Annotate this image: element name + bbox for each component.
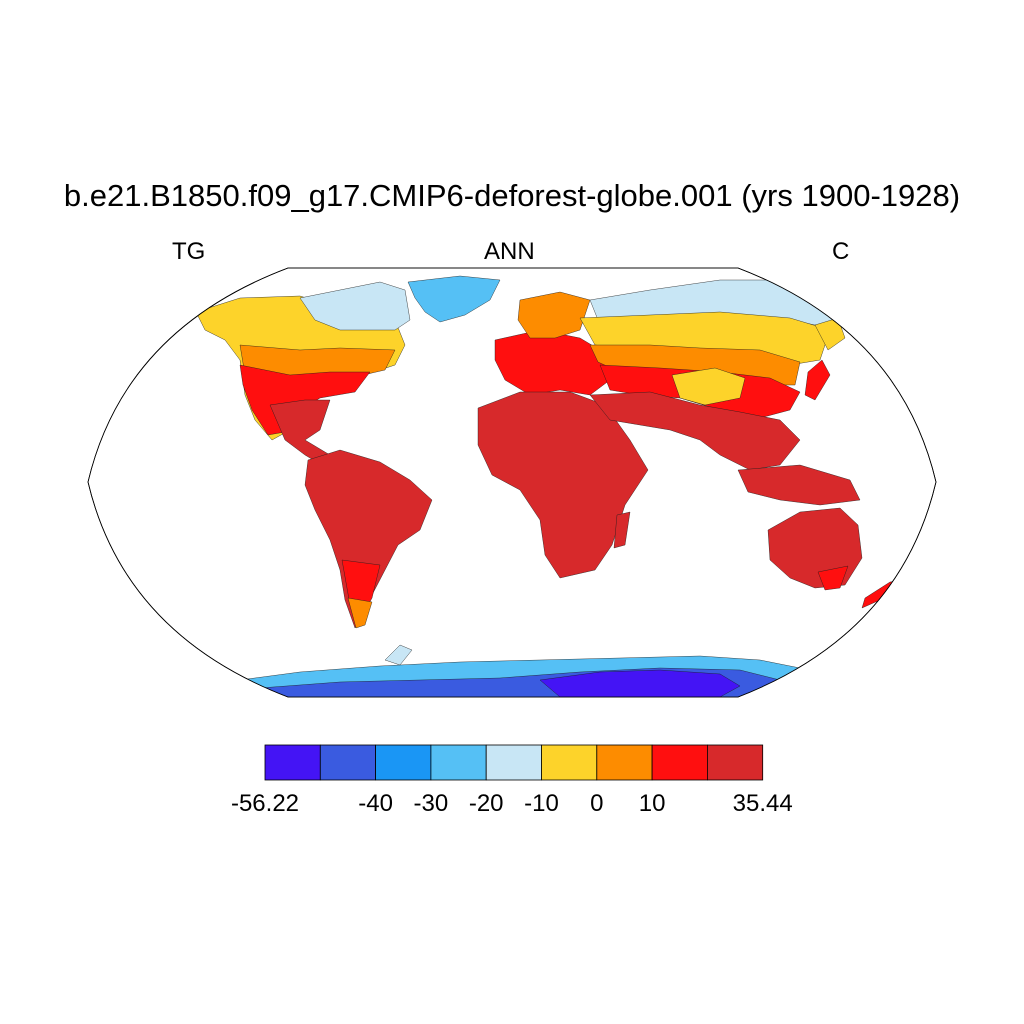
colorbar-box xyxy=(651,744,708,781)
colorbar-box xyxy=(319,744,376,781)
colorbar-label: 35.44 xyxy=(733,790,793,817)
africa xyxy=(477,391,649,579)
land-layer xyxy=(195,275,903,697)
colorbar-label: -40 xyxy=(358,790,393,817)
colorbar-box xyxy=(430,744,487,781)
greenland xyxy=(407,275,501,323)
tibet-plateau xyxy=(671,367,746,406)
scandinavia xyxy=(517,291,591,339)
patagonia xyxy=(347,597,373,629)
japan xyxy=(804,359,831,401)
antarctic-peninsula xyxy=(384,644,413,666)
colorbar-label: -10 xyxy=(524,790,559,817)
colorbar-box xyxy=(541,744,598,781)
season-label: ANN xyxy=(484,238,535,265)
antarctica-core xyxy=(539,669,741,697)
units-label: C xyxy=(832,238,850,265)
plot-title: b.e21.B1850.f09_g17.CMIP6-deforest-globe… xyxy=(63,178,961,213)
colorbar-label: -20 xyxy=(469,790,504,817)
colorbar-label: 10 xyxy=(639,790,666,817)
colorbar-box xyxy=(485,744,542,781)
colorbar-box xyxy=(596,744,653,781)
variable-label: TG xyxy=(172,238,206,265)
colorbar-box xyxy=(264,744,321,781)
canada-arctic xyxy=(299,281,411,331)
colorbar-box xyxy=(707,744,764,781)
australia-south xyxy=(817,565,849,591)
asia-tropics xyxy=(589,391,801,471)
colorbar-label: 0 xyxy=(590,790,603,817)
indonesia xyxy=(737,464,861,506)
madagascar xyxy=(613,511,631,549)
kamchatka xyxy=(814,317,846,351)
colorbar-label: -56.22 xyxy=(231,790,299,817)
colorbar-label: -30 xyxy=(414,790,449,817)
colorbar-box xyxy=(375,744,432,781)
